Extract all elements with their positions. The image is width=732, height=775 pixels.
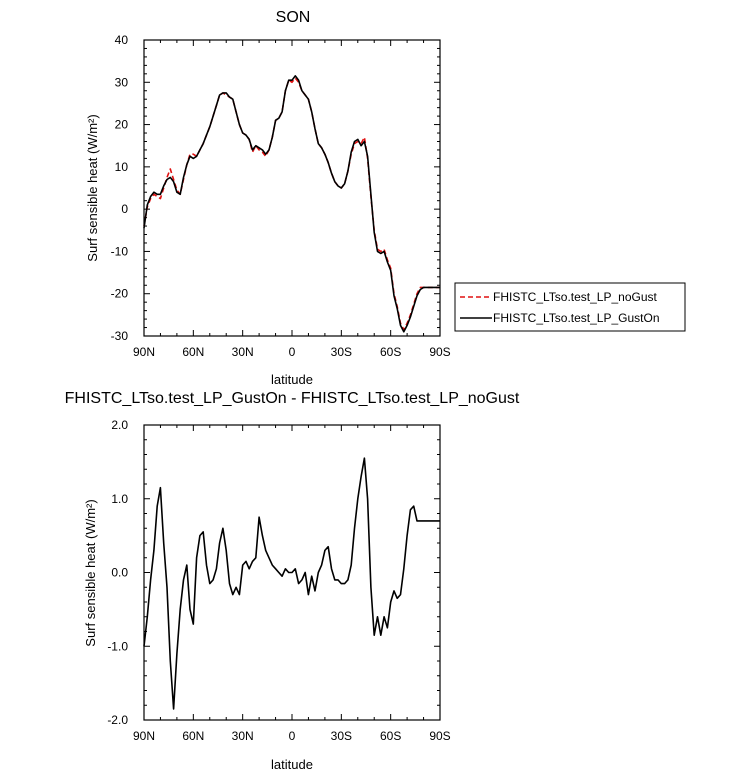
bottom-x-tick-label: 0 bbox=[289, 729, 296, 743]
legend: FHISTC_LTso.test_LP_noGust FHISTC_LTso.t… bbox=[454, 282, 686, 332]
bottom-y-tick-label: 1.0 bbox=[111, 492, 128, 506]
bottom-panel: FHISTC_LTso.test_LP_GustOn - FHISTC_LTso… bbox=[65, 390, 520, 772]
bottom-x-tick-label: 30S bbox=[331, 729, 352, 743]
bottom-y-tick-label: 2.0 bbox=[111, 418, 128, 432]
bottom-y-tick-label: -1.0 bbox=[107, 639, 128, 653]
top-x-tick-label: 30S bbox=[331, 345, 352, 359]
top-plot-frame bbox=[143, 39, 441, 337]
bottom-x-tick-label: 90S bbox=[429, 729, 450, 743]
bottom-x-tick-label: 60S bbox=[380, 729, 401, 743]
bottom-x-tick-label: 30N bbox=[232, 729, 254, 743]
bottom-tick-group: 90N 60N 30N 0 30S 60S 90S -2.0 -1.0 0.0 1.0 2.0 bbox=[107, 418, 450, 743]
legend-label-GustOn: FHISTC_LTso.test_LP_GustOn bbox=[493, 311, 660, 325]
top-x-tick-label: 30N bbox=[232, 345, 254, 359]
top-y-tick-label: -30 bbox=[111, 329, 129, 343]
bottom-x-tick-label: 60N bbox=[182, 729, 204, 743]
top-panel: SON 90N 60N 30N 0 30S 60S 90S -30 -20 -10 0 10 20 30 4… bbox=[85, 9, 686, 387]
top-y-tick-label: -10 bbox=[111, 244, 129, 258]
top-lines-group bbox=[143, 75, 440, 333]
bottom-plot-frame bbox=[143, 424, 441, 721]
top-y-tick-label: 30 bbox=[115, 75, 129, 89]
top-y-tick-label: 0 bbox=[121, 202, 128, 216]
top-x-tick-label: 90N bbox=[133, 345, 155, 359]
top-x-tick-label: 60S bbox=[380, 345, 401, 359]
top-y-tick-label: -20 bbox=[111, 287, 129, 301]
top-x-tick-label: 0 bbox=[289, 345, 296, 359]
top-x-tick-label: 90S bbox=[429, 345, 450, 359]
top-x-tick-label: 60N bbox=[182, 345, 204, 359]
top-y-tick-label: 40 bbox=[115, 33, 129, 47]
bottom-series-line-0 bbox=[143, 457, 440, 710]
top-chart-title: SON bbox=[276, 9, 311, 26]
top-series-line-1 bbox=[143, 75, 440, 333]
bottom-chart-title: FHISTC_LTso.test_LP_GustOn - FHISTC_LTso… bbox=[65, 390, 520, 407]
top-y-tick-label: 10 bbox=[115, 160, 129, 174]
top-y-tick-label: 20 bbox=[115, 118, 129, 132]
top-series-line-0 bbox=[143, 77, 440, 331]
bottom-x-tick-label: 90N bbox=[133, 729, 155, 743]
bottom-y-tick-label: 0.0 bbox=[111, 566, 128, 580]
bottom-y-axis-label: Surf sensible heat (W/m²) bbox=[83, 499, 98, 646]
top-x-axis-label: latitude bbox=[271, 372, 313, 387]
bottom-x-axis-label: latitude bbox=[271, 757, 313, 772]
top-y-axis-label: Surf sensible heat (W/m²) bbox=[85, 114, 100, 261]
bottom-lines-group bbox=[143, 457, 440, 710]
bottom-y-tick-label: -2.0 bbox=[107, 713, 128, 727]
legend-box bbox=[454, 282, 686, 332]
legend-label-noGust: FHISTC_LTso.test_LP_noGust bbox=[493, 290, 658, 304]
